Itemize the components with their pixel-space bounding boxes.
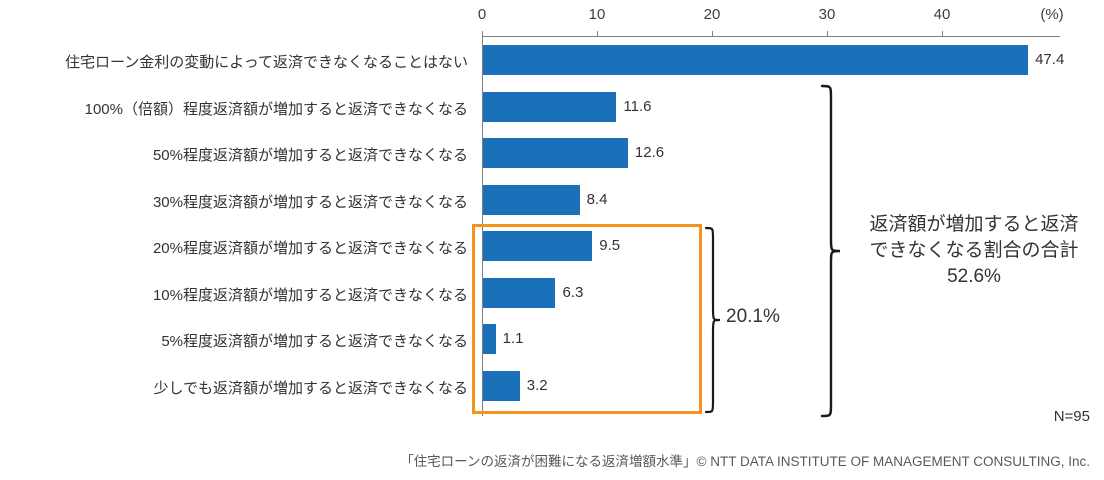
value-label: 12.6 [634, 144, 665, 161]
bar [483, 45, 1029, 75]
total-summary-line2: できなくなる割合の合計 [869, 240, 1079, 261]
bar [483, 184, 580, 215]
x-tick-mark [942, 31, 943, 36]
value-label: 3.2 [526, 376, 548, 394]
value-label: 47.4 [1035, 51, 1065, 68]
group-total-label: 20.1% [726, 306, 780, 327]
value-label: 9.5 [599, 237, 621, 254]
bar-row: 100%（倍額）程度返済額が増加すると返済できなくなる 11.6 [0, 84, 1104, 130]
bar [483, 138, 628, 168]
total-summary-label: 返済額が増加すると返済 できなくなる割合の合計 52.6% [852, 212, 1096, 290]
value-label: 1.1 [502, 330, 524, 347]
value-label: 8.4 [586, 190, 608, 208]
group-bracket [704, 226, 721, 414]
category-label: 50%程度返済額が増加すると返済できなくなる [152, 147, 468, 164]
bar [483, 231, 593, 261]
bar-row: 10%程度返済額が増加すると返済できなくなる 6.3 [0, 270, 1104, 316]
category-label: 20%程度返済額が増加すると返済できなくなる [152, 240, 468, 257]
bar-row: 住宅ローン金利の変動によって返済できなくなることはない 47.4 [0, 37, 1104, 83]
x-axis-line [482, 36, 1060, 37]
category-label: 少しでも返済額が増加すると返済できなくなる [153, 379, 468, 397]
category-label: 100%（倍額）程度返済額が増加すると返済できなくなる [84, 100, 468, 118]
x-tick-label: 20 [703, 6, 721, 23]
x-tick-label: 40 [933, 6, 951, 23]
x-tick-mark [597, 31, 598, 36]
sample-size-label: N=95 [1053, 408, 1090, 425]
bar [483, 370, 520, 401]
total-bracket [820, 84, 841, 418]
bar [483, 91, 617, 122]
x-tick-mark [827, 31, 828, 36]
value-label: 11.6 [623, 97, 652, 115]
bar-row: 20%程度返済額が増加すると返済できなくなる 9.5 [0, 223, 1104, 269]
bar-row: 少しでも返済額が増加すると返済できなくなる 3.2 [0, 363, 1104, 409]
bar [483, 324, 496, 354]
bar-row: 30%程度返済額が増加すると返済できなくなる 8.4 [0, 177, 1104, 223]
x-tick-label: 0 [477, 6, 487, 23]
category-label: 10%程度返済額が増加すると返済できなくなる [152, 286, 468, 304]
bar [483, 277, 556, 308]
x-tick-label: 10 [588, 6, 606, 23]
highlight-box [472, 224, 702, 414]
x-axis-unit-label: (%) [1040, 6, 1064, 23]
bar-row: 5%程度返済額が増加すると返済できなくなる 1.1 [0, 316, 1104, 362]
category-label: 30%程度返済額が増加すると返済できなくなる [152, 193, 468, 211]
total-summary-line1: 返済額が増加すると返済 [869, 214, 1079, 235]
total-summary-line3: 52.6% [947, 266, 1001, 287]
source-caption: 「住宅ローンの返済が困難になる返済増額水準」© NTT DATA INSTITU… [400, 454, 1090, 469]
category-label: 5%程度返済額が増加すると返済できなくなる [161, 333, 468, 350]
x-tick-label: 30 [818, 6, 836, 23]
x-tick-mark [482, 31, 483, 36]
category-label: 住宅ローン金利の変動によって返済できなくなることはない [64, 54, 468, 71]
x-tick-mark [712, 31, 713, 36]
bar-row: 50%程度返済額が増加すると返済できなくなる 12.6 [0, 130, 1104, 176]
value-label: 6.3 [562, 283, 584, 301]
